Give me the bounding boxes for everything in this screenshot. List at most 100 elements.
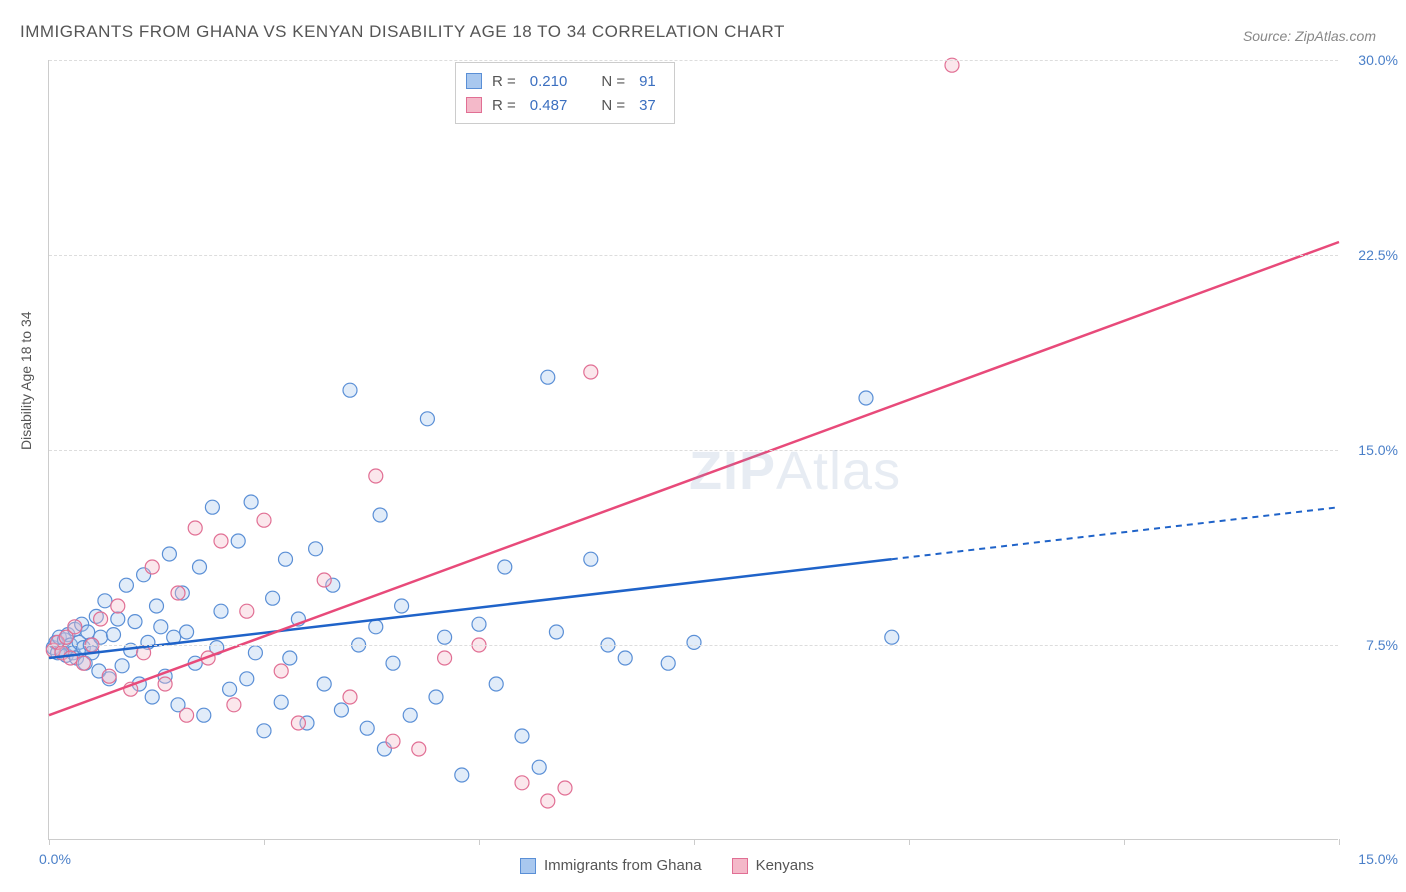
data-point [274,695,288,709]
data-point [154,620,168,634]
x-tick [1339,839,1340,845]
x-tick [694,839,695,845]
data-point [180,625,194,639]
x-tick [1124,839,1125,845]
y-tick-label: 15.0% [1343,442,1398,458]
data-point [309,542,323,556]
data-point [395,599,409,613]
gridline [49,255,1338,256]
data-point [180,708,194,722]
data-point [257,724,271,738]
x-axis-min-label: 0.0% [39,851,71,867]
chart-container: IMMIGRANTS FROM GHANA VS KENYAN DISABILI… [0,0,1406,892]
data-point [541,794,555,808]
x-tick [49,839,50,845]
x-axis-max-label: 15.0% [1343,851,1398,867]
data-point [81,625,95,639]
n-value-kenya: 37 [639,97,656,114]
data-point [240,604,254,618]
legend-item-kenya: Kenyans [732,857,814,874]
data-point [489,677,503,691]
y-tick-label: 7.5% [1343,637,1398,653]
r-label: R = [492,97,516,114]
data-point [150,599,164,613]
n-value-ghana: 91 [639,73,656,90]
data-point [188,521,202,535]
data-point [214,604,228,618]
data-point [291,716,305,730]
data-point [438,651,452,665]
n-label: N = [601,97,625,114]
y-tick-label: 30.0% [1343,52,1398,68]
data-point [64,651,78,665]
data-point [257,513,271,527]
data-point [317,677,331,691]
legend-series: Immigrants from Ghana Kenyans [520,857,814,874]
data-point [369,469,383,483]
legend-label-ghana: Immigrants from Ghana [544,857,702,874]
gridline [49,450,1338,451]
data-point [661,656,675,670]
data-point [498,560,512,574]
data-point [162,547,176,561]
data-point [472,617,486,631]
data-point [360,721,374,735]
data-point [244,495,258,509]
source-attribution: Source: ZipAtlas.com [1243,28,1376,44]
x-tick [909,839,910,845]
n-label: N = [601,73,625,90]
data-point [76,656,90,670]
x-tick [264,839,265,845]
data-point [274,664,288,678]
data-point [438,630,452,644]
data-point [687,635,701,649]
plot-area: ZIPAtlas 0.0% 15.0% 7.5%15.0%22.5%30.0% [48,60,1338,840]
data-point [515,776,529,790]
data-point [111,599,125,613]
regression-line [49,559,892,658]
data-point [227,698,241,712]
data-point [158,677,172,691]
data-point [885,630,899,644]
swatch-kenya [466,97,482,113]
regression-line [892,507,1339,559]
data-point [403,708,417,722]
swatch-kenya [732,858,748,874]
source-label: Source: [1243,28,1291,44]
data-point [373,508,387,522]
data-point [266,591,280,605]
data-point [369,620,383,634]
data-point [111,612,125,626]
data-point [98,594,112,608]
data-point [128,615,142,629]
gridline [49,645,1338,646]
data-point [859,391,873,405]
data-point [115,659,129,673]
data-point [455,768,469,782]
data-point [171,586,185,600]
chart-title: IMMIGRANTS FROM GHANA VS KENYAN DISABILI… [20,22,785,42]
data-point [145,560,159,574]
legend-stats-row-kenya: R = 0.487 N = 37 [466,93,660,117]
y-tick-label: 22.5% [1343,247,1398,263]
legend-item-ghana: Immigrants from Ghana [520,857,702,874]
data-point [532,760,546,774]
data-point [248,646,262,660]
legend-label-kenya: Kenyans [756,857,814,874]
data-point [618,651,632,665]
data-point [412,742,426,756]
data-point [240,672,254,686]
data-point [102,669,116,683]
data-point [420,412,434,426]
data-point [283,651,297,665]
data-point [429,690,443,704]
data-point [386,656,400,670]
data-point [205,500,219,514]
data-point [193,560,207,574]
data-point [558,781,572,795]
data-point [549,625,563,639]
swatch-ghana [520,858,536,874]
data-point [223,682,237,696]
data-point [515,729,529,743]
data-point [584,365,598,379]
